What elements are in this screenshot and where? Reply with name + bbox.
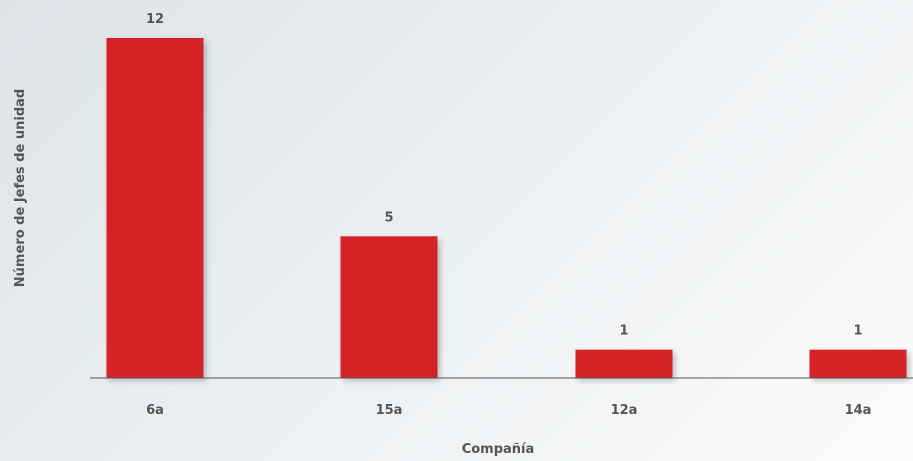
- y-axis-title: Número de Jefes de unidad: [13, 89, 28, 287]
- data-label-14a: 1: [853, 324, 862, 339]
- x-axis-title: Compañía: [462, 442, 535, 457]
- data-labels-group: 12 5 1 1: [146, 12, 863, 339]
- data-label-12a: 1: [619, 324, 628, 339]
- x-tick-label-15a: 15a: [376, 403, 403, 418]
- bar-14a: [809, 349, 907, 378]
- bar-12a: [575, 349, 673, 378]
- x-tick-label-6a: 6a: [146, 403, 164, 418]
- bar-15a: [340, 236, 438, 378]
- x-tick-label-12a: 12a: [611, 403, 638, 418]
- bar-6a: [106, 38, 204, 378]
- data-label-6a: 12: [146, 12, 164, 27]
- x-tick-labels-group: 6a 15a 12a 14a: [146, 403, 871, 418]
- x-tick-label-14a: 14a: [845, 403, 872, 418]
- bars-group: [106, 38, 907, 378]
- data-label-15a: 5: [384, 210, 393, 225]
